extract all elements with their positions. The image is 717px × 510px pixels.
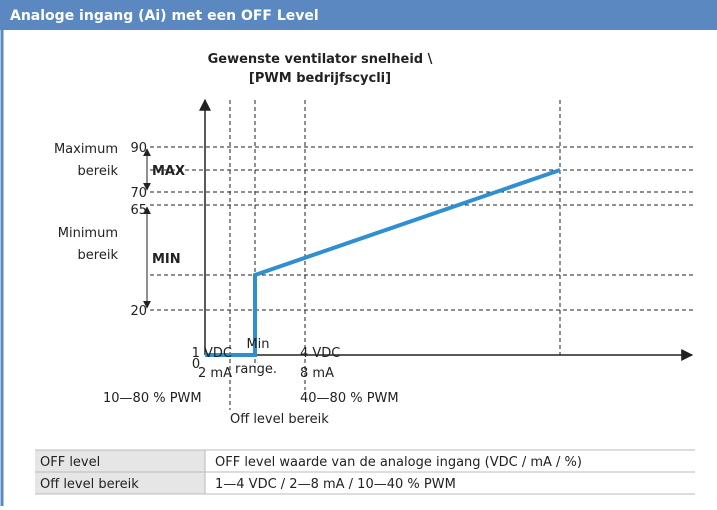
range-label: Minimum <box>58 226 118 241</box>
range-label: bereik <box>78 248 119 263</box>
header-bar <box>0 0 717 30</box>
x-label: range. <box>235 362 277 377</box>
curve <box>205 168 561 357</box>
x-label: 4 VDC <box>300 346 340 361</box>
x-label: 10—80 % PWM <box>103 391 202 406</box>
y-label: 20 <box>130 304 147 319</box>
x-label: Min <box>246 337 269 352</box>
table: OFF level OFF level waarde van de analog… <box>35 449 695 495</box>
header-title: Analoge ingang (Ai) met een OFF Level <box>10 8 319 24</box>
grid <box>150 100 695 410</box>
range-tag: MAX <box>152 164 185 179</box>
axis-title: [PWM bedrijfscycli] <box>249 71 391 86</box>
x-label: 8 mA <box>300 366 334 381</box>
y-label: 90 <box>130 141 147 156</box>
table-cell: 1—4 VDC / 2—8 mA / 10—40 % PWM <box>215 477 456 492</box>
table-cell: OFF level <box>40 455 100 470</box>
x-label: 40—80 % PWM <box>300 391 399 406</box>
y-label: 0 <box>192 357 200 372</box>
y-label: 65 <box>130 203 147 218</box>
table-cell: OFF level waarde van de analoge ingang (… <box>215 455 582 470</box>
x-label: 2 mA <box>198 366 232 381</box>
x-label: 1 VDC <box>192 346 232 361</box>
table-cell: Off level bereik <box>40 477 139 492</box>
axis-title: Gewenste ventilator snelheid \ <box>208 52 433 67</box>
x-label: Off level bereik <box>230 412 329 427</box>
y-label: 70 <box>130 186 147 201</box>
range-label: bereik <box>78 164 119 179</box>
range-tag: MIN <box>152 252 181 267</box>
range-label: Maximum <box>54 142 118 157</box>
